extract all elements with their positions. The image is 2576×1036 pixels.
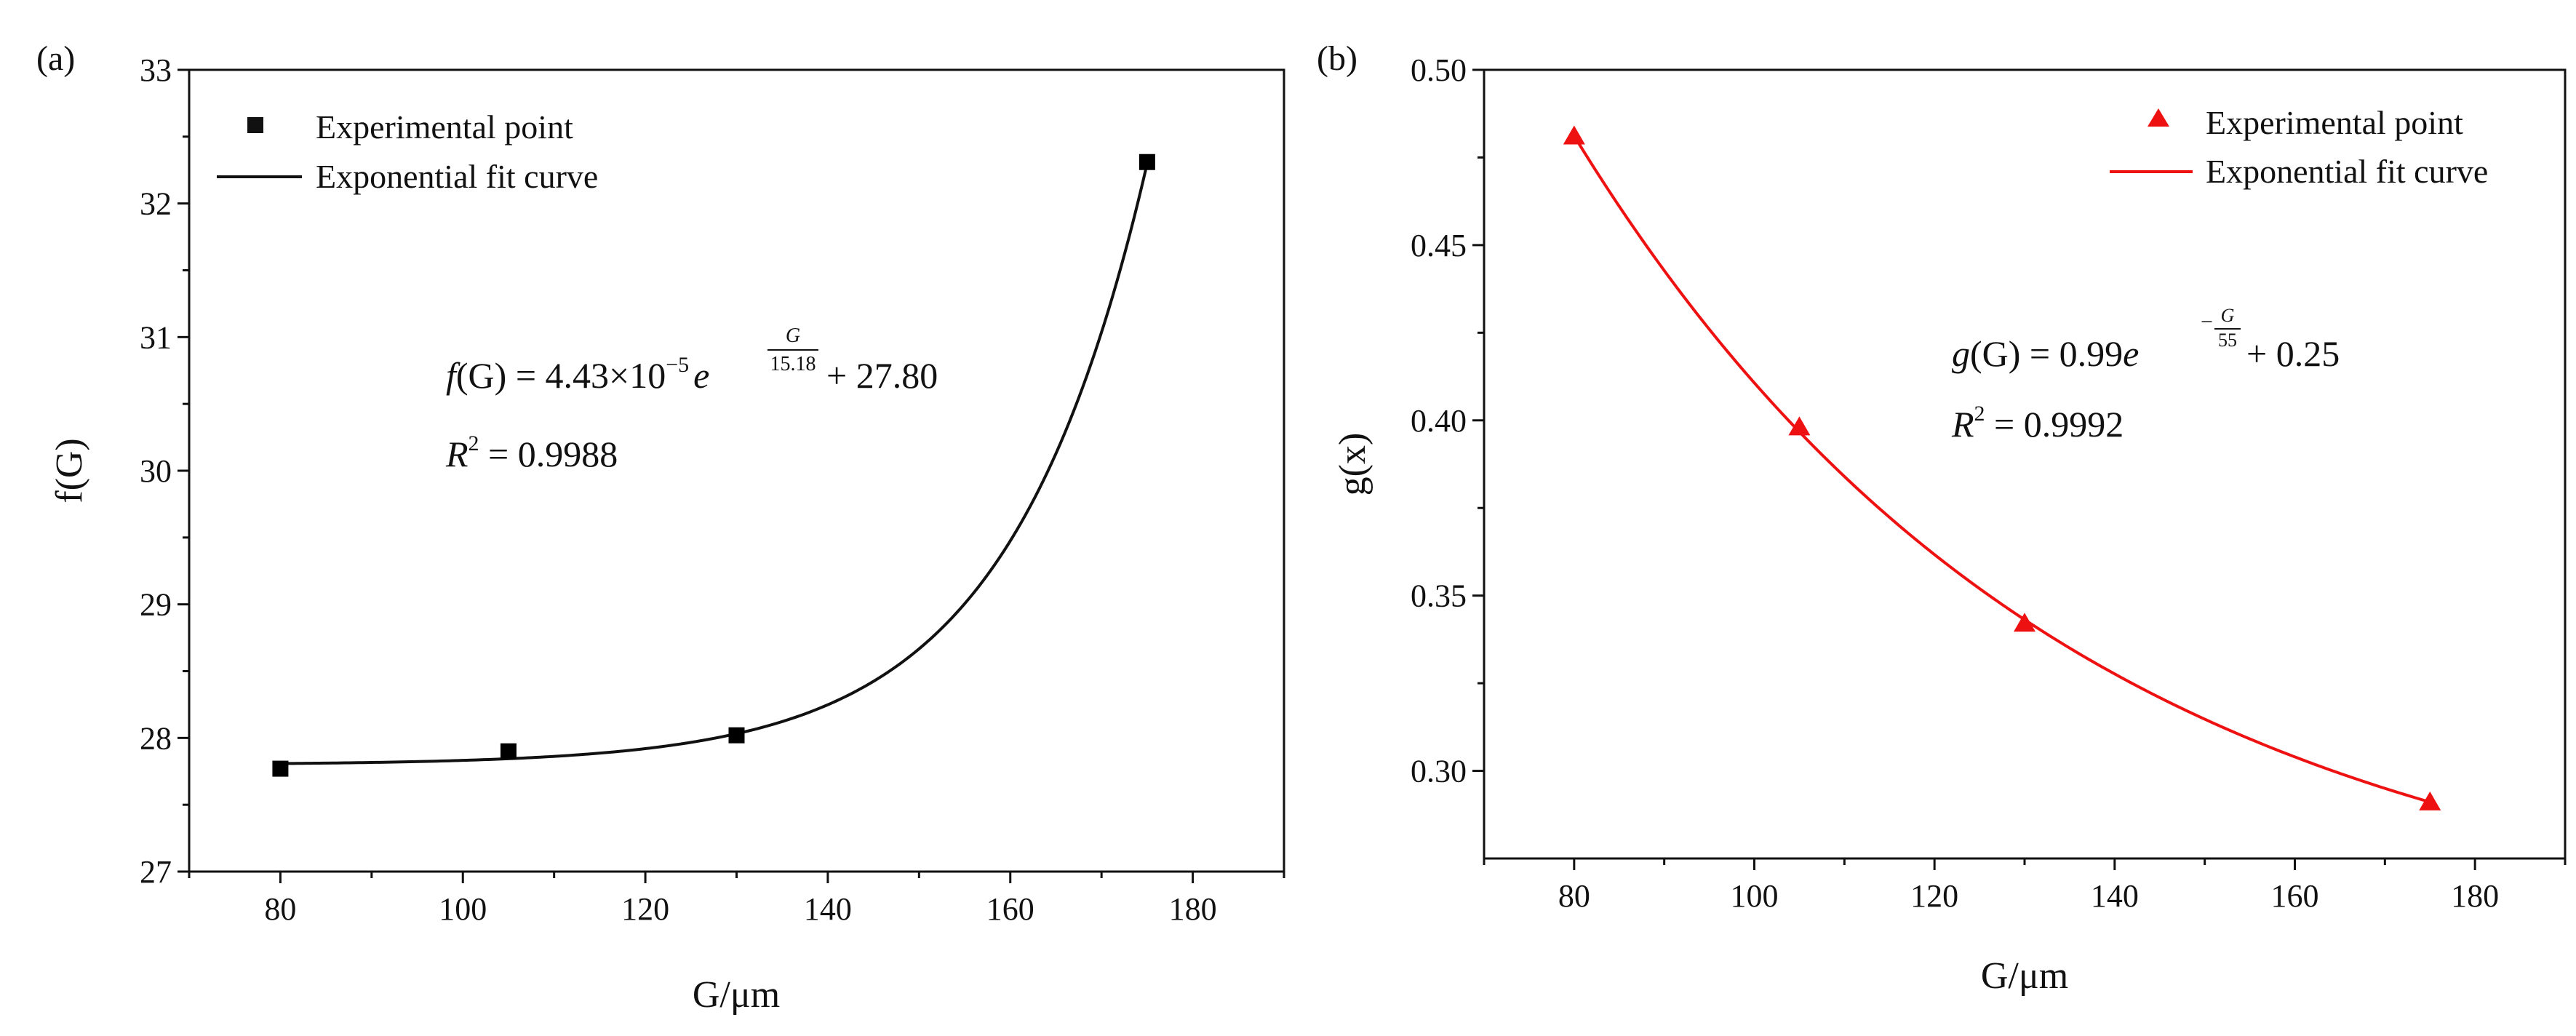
legend-label-a-points: Experimental point: [316, 108, 573, 146]
data-point-a: [272, 760, 289, 777]
equation-const-a: + 27.80: [826, 355, 938, 396]
x-axis-title-b: G/μm: [1981, 955, 2068, 997]
equation-exp-den-a: 15.18: [770, 353, 816, 375]
x-tick-label-b: 160: [2271, 878, 2319, 914]
y-tick-label-a: 33: [140, 52, 172, 88]
x-tick-label-a: 160: [986, 891, 1034, 927]
y-axis-a: 27 28 29 30 31 32 33: [140, 52, 189, 890]
legend-marker-b-points: [2148, 108, 2169, 127]
legend-b: Experimental point Exponential fit curve: [2110, 104, 2488, 190]
panel-label-a: (a): [36, 39, 75, 78]
panel-label-b: (b): [1317, 39, 1357, 78]
x-axis-a: 80 100 120 140 160 180: [188, 872, 1285, 927]
fit-curve-b: [1573, 135, 2431, 804]
panel-a: (a) 80 100 120 140 160 180 27 28 29 30 31 32 33 Exp…: [36, 39, 1285, 1016]
data-points-b: [1563, 125, 2441, 810]
legend-label-b-points: Experimental point: [2206, 104, 2463, 141]
r-squared-b: R2 = 0.9992: [1951, 402, 2124, 445]
y-tick-label-a: 31: [140, 319, 172, 355]
equation-const-b: + 0.25: [2246, 333, 2340, 374]
x-tick-label-a: 80: [264, 891, 296, 927]
y-axis-b: 0.30 0.35 0.40 0.45 0.50: [1411, 52, 1484, 789]
equation-b: g(G) = 0.99e − G 55 + 0.25 R2 = 0.9992: [1951, 305, 2340, 445]
y-axis-title-a: f(G): [49, 438, 90, 503]
equation-a: f(G) = 4.43×10−5 e G 15.18 + 27.80 R2 = 0…: [445, 324, 938, 474]
legend-label-b-fit: Exponential fit curve: [2206, 153, 2488, 190]
data-point-a: [500, 743, 517, 760]
x-tick-label-a: 100: [439, 891, 487, 927]
y-tick-label-b: 0.45: [1411, 228, 1467, 263]
data-point-b: [2014, 613, 2035, 632]
y-tick-label-b: 0.35: [1411, 578, 1467, 614]
y-tick-label-a: 29: [140, 587, 172, 623]
x-tick-label-b: 80: [1558, 878, 1590, 914]
x-axis-b: 80 100 120 140 160 180: [1483, 858, 2567, 914]
equation-text-b: g(G) = 0.99e: [1952, 333, 2139, 374]
data-point-b: [1788, 416, 1811, 436]
data-point-a: [728, 727, 745, 744]
y-tick-label-a: 27: [140, 854, 172, 890]
x-axis-title-a: G/μm: [693, 974, 780, 1016]
y-tick-label-b: 0.40: [1411, 403, 1467, 439]
y-tick-label-a: 30: [140, 453, 172, 489]
data-point-a: [1139, 154, 1155, 170]
x-tick-label-b: 140: [2091, 878, 2139, 914]
equation-exp-num-b: G: [2221, 305, 2235, 326]
equation-exp-sign-b: −: [2201, 310, 2213, 334]
equation-exp-num-a: G: [786, 324, 800, 347]
fit-curve-a: [280, 163, 1149, 765]
legend-marker-a-points: [247, 117, 263, 133]
equation-exp-den-b: 55: [2218, 330, 2237, 351]
y-tick-label-b: 0.30: [1411, 754, 1467, 789]
x-tick-label-b: 100: [1731, 878, 1779, 914]
x-tick-label-a: 120: [621, 891, 669, 927]
r-squared-a: R2 = 0.9988: [445, 431, 618, 474]
data-point-b: [2419, 791, 2441, 810]
legend-a: Experimental point Exponential fit curve: [217, 108, 598, 195]
legend-label-a-fit: Exponential fit curve: [316, 158, 598, 195]
panel-b: (b) 80 100 120 140 160 180 0.300.350.400.450.…: [1317, 39, 2567, 997]
x-tick-label-a: 180: [1169, 891, 1217, 927]
x-tick-label-a: 140: [804, 891, 852, 927]
y-tick-label-a: 28: [140, 720, 172, 756]
data-point-b: [1563, 125, 1585, 145]
y-tick-label-b: 0.50: [1411, 52, 1467, 88]
y-tick-label-a: 32: [140, 186, 172, 222]
data-points-a: [272, 154, 1155, 777]
x-tick-label-b: 120: [1910, 878, 1958, 914]
equation-text-a: f(G) = 4.43×10−5 e: [446, 353, 709, 396]
y-axis-title-b: g(x): [1332, 433, 1373, 496]
x-tick-label-b: 180: [2451, 878, 2499, 914]
